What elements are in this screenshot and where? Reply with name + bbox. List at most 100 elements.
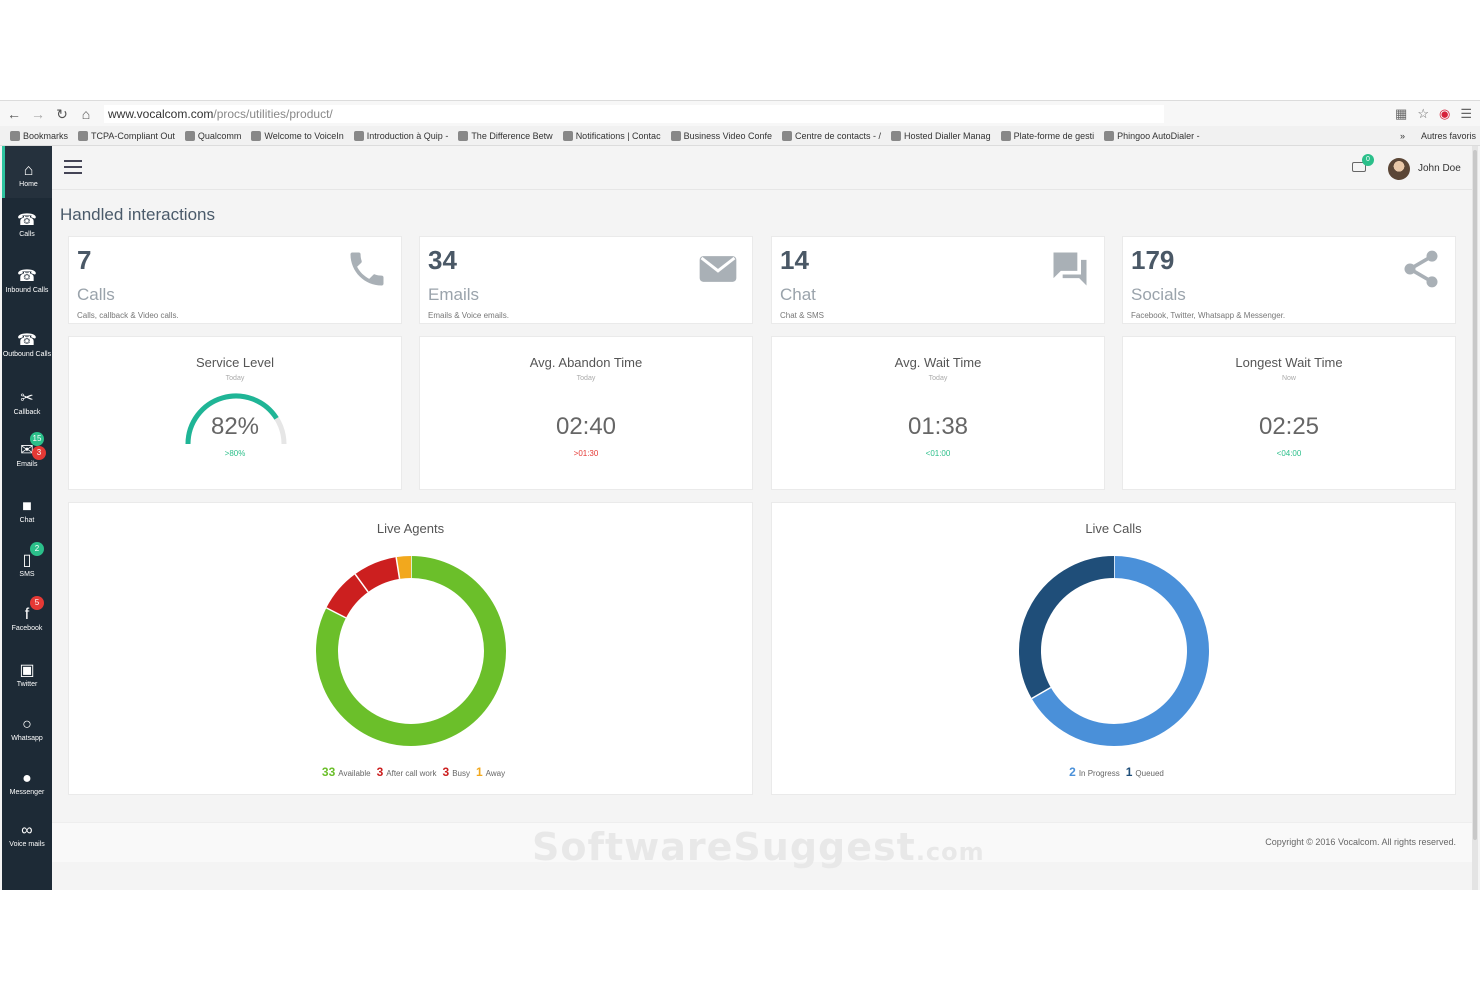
- chat-icon: ■: [22, 498, 32, 515]
- sidebar-item-label: Whatsapp: [11, 735, 43, 742]
- legend-count: 33: [321, 765, 336, 779]
- live-agents-donut: [316, 556, 506, 746]
- watermark-text: SoftwareSuggest: [532, 825, 916, 869]
- forward-arrow-icon[interactable]: →: [31, 105, 45, 122]
- sidebar-item-voice-mails[interactable]: ∞ Voice mails: [2, 808, 52, 856]
- sidebar-item-home[interactable]: ⌂ Home: [2, 146, 52, 198]
- bookmark-favicon-icon: [670, 130, 681, 141]
- url-field[interactable]: www.vocalcom.com/procs/utilities/product…: [104, 104, 1164, 123]
- home-browser-icon[interactable]: ⌂: [81, 105, 91, 122]
- star-icon[interactable]: ☆: [1417, 105, 1429, 121]
- notification-envelope-icon[interactable]: [1352, 162, 1366, 172]
- kpi-label: Emails: [428, 285, 480, 304]
- sidebar-item-label: Voice mails: [9, 841, 45, 848]
- chart-title: Live Agents: [376, 521, 445, 536]
- metric-card-service-level: Service Level Today 82% >80%: [68, 336, 402, 490]
- bookmark-label: Phingoo AutoDialer -: [1117, 130, 1200, 141]
- sidebar-item-label: Facebook: [11, 625, 43, 632]
- bookmark-item[interactable]: Introduction à Quip -: [353, 130, 448, 141]
- sidebar-item-label: Home: [19, 181, 38, 188]
- donut-separator: [395, 557, 401, 580]
- bookmark-favicon-icon: [1104, 130, 1115, 141]
- url-host: www.vocalcom.com: [108, 106, 214, 121]
- donut-segment-available[interactable]: [316, 556, 506, 746]
- kpi-value: 7: [77, 245, 92, 275]
- user-name[interactable]: John Doe: [1418, 163, 1461, 174]
- sidebar-item-chat[interactable]: ■ Chat: [2, 484, 52, 532]
- kpi-card-chat[interactable]: 14 Chat Chat & SMS: [771, 236, 1105, 324]
- legend-count: 3: [376, 765, 384, 779]
- live-calls-donut: [1019, 556, 1209, 746]
- bookmark-item[interactable]: Notifications | Contac: [562, 130, 661, 141]
- bookmark-item[interactable]: Qualcomm: [184, 130, 242, 141]
- address-bar: ← → ↻ ⌂ www.vocalcom.com/procs/utilities…: [0, 100, 1480, 126]
- sidebar-item-outbound-calls[interactable]: ☎ Outbound Calls: [2, 318, 52, 366]
- bookmark-item[interactable]: Phingoo AutoDialer -: [1104, 130, 1200, 141]
- scroll-thumb[interactable]: [1473, 150, 1477, 840]
- kpi-value: 14: [780, 245, 809, 275]
- live-agents-card: Live Agents 33 Available 3 After call work 3…: [68, 502, 753, 795]
- donut-segment-busy[interactable]: [355, 557, 400, 593]
- menu-icon[interactable]: ☰: [1460, 105, 1472, 121]
- metric-title: Longest Wait Time: [1235, 355, 1343, 370]
- url-path: /procs/utilities/product/: [213, 106, 333, 121]
- kpi-card-calls[interactable]: 7 Calls Calls, callback & Video calls.: [68, 236, 402, 324]
- kpi-label: Socials: [1131, 285, 1186, 304]
- bookmark-item[interactable]: Business Video Confe: [670, 130, 772, 141]
- translate-icon[interactable]: ▦: [1395, 105, 1408, 121]
- page-scrollbar[interactable]: [1472, 146, 1478, 890]
- sidebar-item-facebook[interactable]: f Facebook 5: [2, 592, 52, 640]
- legend-label: Available: [338, 769, 371, 778]
- kpi-sub: Facebook, Twitter, Whatsapp & Messenger.: [1131, 311, 1286, 320]
- sidebar-item-inbound-calls[interactable]: ☎ Inbound Calls: [2, 254, 52, 302]
- bookmark-item[interactable]: TCPA-Compliant Out: [78, 130, 175, 141]
- donut-separator: [354, 573, 369, 593]
- avatar[interactable]: [1388, 158, 1410, 180]
- kpi-value: 34: [428, 245, 457, 275]
- hamburger-menu-icon[interactable]: [64, 160, 82, 174]
- legend-label: Away: [485, 769, 506, 778]
- live-agents-legend: 33 Available 3 After call work 3 Busy 1 Away: [69, 765, 752, 779]
- back-arrow-icon[interactable]: ←: [7, 105, 21, 122]
- messenger-icon: ●: [22, 770, 32, 787]
- voicemail-icon: ∞: [21, 822, 33, 839]
- bookmark-item[interactable]: Welcome to VoiceIn: [251, 130, 344, 141]
- service-level-gauge: [185, 393, 287, 445]
- donut-segment-queued[interactable]: [1019, 556, 1115, 699]
- reload-icon[interactable]: ↻: [56, 105, 68, 122]
- legend-label: In Progress: [1078, 769, 1120, 778]
- bookmark-item[interactable]: Centre de contacts - /: [781, 130, 881, 141]
- sidebar-item-label: Outbound Calls: [2, 351, 52, 358]
- page-title: Handled interactions: [60, 205, 215, 224]
- donut-segment-after-call-work[interactable]: [326, 574, 369, 619]
- bookmark-label: Plate-forme de gesti: [1013, 130, 1095, 141]
- sidebar-item-whatsapp[interactable]: ○ Whatsapp: [2, 702, 52, 750]
- bookmark-label: The Difference Betw: [471, 130, 553, 141]
- sidebar-item-callback[interactable]: ✂ Callback: [2, 376, 52, 424]
- home-icon: ⌂: [23, 162, 34, 179]
- bookmarks-more[interactable]: »: [1399, 130, 1405, 141]
- other-bookmarks[interactable]: Autres favoris: [1420, 130, 1476, 141]
- donut-segment-in-progress[interactable]: [1031, 556, 1209, 746]
- bookmark-item[interactable]: Bookmarks: [10, 130, 68, 141]
- sidebar: ⌂ Home ☎ Calls ☎ Inbound Calls ☎ Outbound Calls…: [2, 146, 52, 890]
- bookmark-item[interactable]: The Difference Betw: [458, 130, 553, 141]
- bookmark-item[interactable]: Hosted Dialler Manag: [891, 130, 991, 141]
- bookmark-label: Qualcomm: [197, 130, 242, 141]
- sidebar-item-calls[interactable]: ☎ Calls: [2, 198, 52, 246]
- metric-when: Now: [1281, 375, 1296, 382]
- metric-target: >80%: [224, 449, 246, 458]
- sidebar-item-messenger[interactable]: ● Messenger: [2, 756, 52, 804]
- sidebar-item-twitter[interactable]: ▣ Twitter: [2, 648, 52, 696]
- sidebar-item-emails[interactable]: ✉ Emails 15 3: [2, 428, 52, 476]
- bookmark-label: Notifications | Contac: [575, 130, 661, 141]
- donut-segment-away[interactable]: [396, 556, 412, 579]
- sidebar-item-sms[interactable]: ▯ SMS 2: [2, 538, 52, 586]
- kpi-card-socials[interactable]: 179 Socials Facebook, Twitter, Whatsapp …: [1122, 236, 1456, 324]
- kpi-label: Chat: [780, 285, 816, 304]
- bookmark-favicon-icon: [251, 130, 262, 141]
- pinterest-icon[interactable]: ◉: [1439, 105, 1451, 121]
- kpi-card-emails[interactable]: 34 Emails Emails & Voice emails.: [419, 236, 753, 324]
- bookmark-item[interactable]: Plate-forme de gesti: [1000, 130, 1095, 141]
- legend-label: Queued: [1135, 769, 1164, 778]
